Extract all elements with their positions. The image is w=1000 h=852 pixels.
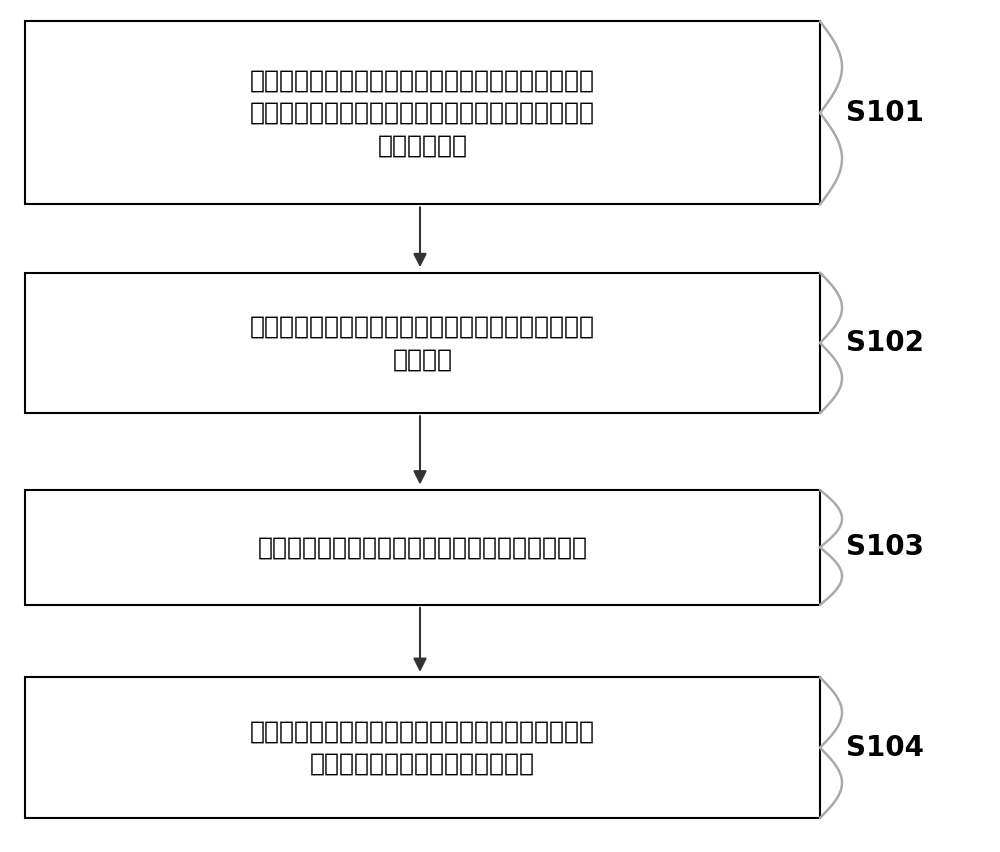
Text: 本体有效应力: 本体有效应力	[378, 133, 468, 158]
Text: 层的类型: 层的类型	[393, 347, 453, 371]
Text: 隙流体压力，确定待测储层的岩石骨架所承受的第一: 隙流体压力，确定待测储层的岩石骨架所承受的第一	[250, 101, 595, 125]
FancyBboxPatch shape	[25, 490, 820, 605]
Text: 根据所述待测储层的物性分析结果，确定所述待测储: 根据所述待测储层的物性分析结果，确定所述待测储	[250, 314, 595, 339]
FancyBboxPatch shape	[25, 677, 820, 818]
Text: 根据待测储层的上覆岩层压力、孔隙度参数和地层孔: 根据待测储层的上覆岩层压力、孔隙度参数和地层孔	[250, 68, 595, 93]
FancyBboxPatch shape	[25, 273, 820, 413]
Text: S102: S102	[846, 329, 924, 357]
Text: 根据所述待测储层的类型选取相应的应力敏感模型: 根据所述待测储层的类型选取相应的应力敏感模型	[258, 535, 588, 560]
Text: 结合所述第一本体有效应力以及选取的应力敏感模型: 结合所述第一本体有效应力以及选取的应力敏感模型	[250, 719, 595, 744]
FancyBboxPatch shape	[25, 21, 820, 204]
Text: ，确定所述待测储层的应力敏感性: ，确定所述待测储层的应力敏感性	[310, 751, 535, 776]
Text: S104: S104	[846, 734, 924, 762]
Text: S103: S103	[846, 533, 924, 561]
Text: S101: S101	[846, 99, 924, 127]
